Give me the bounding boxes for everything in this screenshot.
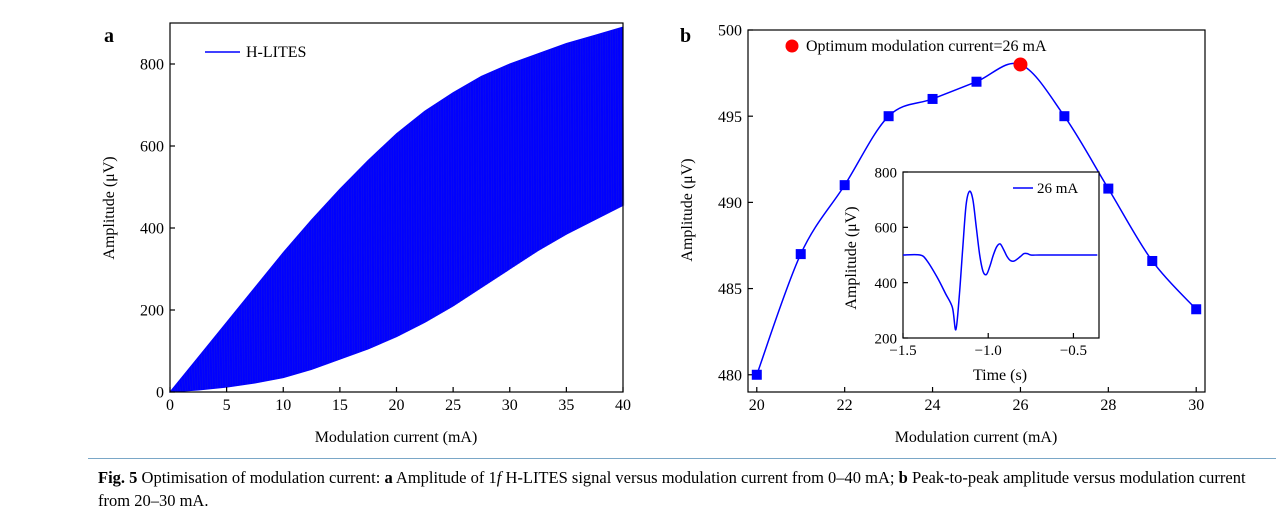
y-tick-label: 200 xyxy=(140,303,164,320)
panel-b-inset-chart: −1.5 −1.0 −0.5 200 400 600 800 Time (s) Ampli… xyxy=(843,165,1100,384)
caption-text-2: Amplitude of 1 xyxy=(392,468,497,487)
x-tick-label: 5 xyxy=(223,397,231,414)
panel-a-chart: 0 5 10 15 20 25 30 35 40 0 200 400 600 800 a Modulat… xyxy=(101,22,631,446)
data-point-square xyxy=(1191,304,1202,315)
panel-b-plot-area xyxy=(751,57,1202,380)
panel-a-y-axis-label: Amplitude (μV) xyxy=(101,156,118,259)
x-tick-label: −1.5 xyxy=(889,343,916,359)
panel-a-x-ticks: 0 5 10 15 20 25 30 35 40 xyxy=(166,387,631,414)
caption-text-1: Optimisation of modulation current: xyxy=(137,468,385,487)
x-tick-label: 25 xyxy=(445,397,461,414)
x-tick-label: 30 xyxy=(502,397,518,414)
data-point-square xyxy=(839,180,850,191)
inset-plot-area xyxy=(902,190,1098,331)
panel-a-plot-area xyxy=(168,26,625,393)
x-tick-label: 28 xyxy=(1100,397,1116,414)
panel-b-chart: 20 22 24 26 28 30 480 485 490 495 500 b Modulatio… xyxy=(679,23,1206,446)
caption-box xyxy=(88,458,1276,517)
panel-b-y-axis-label: Amplitude (μV) xyxy=(679,158,696,261)
x-tick-label: 10 xyxy=(275,397,291,414)
data-point-square xyxy=(1147,255,1158,266)
panel-b-legend-marker xyxy=(785,39,799,53)
inset-y-ticks: 200 400 600 800 xyxy=(875,165,908,347)
panel-b-x-axis-label: Modulation current (mA) xyxy=(895,429,1058,446)
inset-x-axis-label: Time (s) xyxy=(973,367,1027,384)
x-tick-label: 35 xyxy=(558,397,574,414)
panel-b-legend-label: Optimum modulation current=26 mA xyxy=(806,38,1047,55)
data-point-square xyxy=(751,369,762,380)
optimum-point xyxy=(1013,57,1028,72)
inset-legend-label: 26 mA xyxy=(1037,181,1078,197)
caption-text-3: H-LITES signal versus modulation current… xyxy=(501,468,899,487)
x-tick-label: 26 xyxy=(1012,397,1028,414)
y-tick-label: 400 xyxy=(875,276,898,292)
caption-label-b: b xyxy=(898,468,908,487)
panel-b-label: b xyxy=(680,25,691,47)
x-tick-label: 22 xyxy=(837,397,853,414)
panel-b-y-ticks: 480 485 490 495 500 xyxy=(718,23,753,384)
panel-b-x-ticks: 20 22 24 26 28 30 xyxy=(749,387,1204,414)
panel-a-x-axis-label: Modulation current (mA) xyxy=(315,429,478,446)
inset-y-axis-label: Amplitude (μV) xyxy=(843,206,860,309)
h-lites-oscillation xyxy=(171,27,625,393)
data-point-square xyxy=(1059,111,1070,122)
y-tick-label: 490 xyxy=(718,195,742,212)
y-tick-label: 200 xyxy=(875,331,898,347)
panel-b-frame xyxy=(747,29,1206,393)
caption-text-4: Peak-to-peak amplitude versus modulation… xyxy=(98,468,1246,510)
y-tick-label: 600 xyxy=(875,221,898,237)
data-point-square xyxy=(795,249,806,260)
panel-a-legend-label: H-LITES xyxy=(246,44,306,61)
data-point-square xyxy=(927,93,938,104)
x-tick-label: 0 xyxy=(166,397,174,414)
panel-a-label: a xyxy=(104,25,114,47)
data-point-square xyxy=(1103,183,1114,194)
y-tick-label: 400 xyxy=(140,221,164,238)
y-tick-label: 800 xyxy=(875,165,898,181)
y-tick-label: 495 xyxy=(718,109,742,126)
y-tick-label: 800 xyxy=(140,57,164,74)
caption-figure-label: Fig. 5 xyxy=(98,468,138,487)
y-tick-label: 480 xyxy=(718,367,742,384)
x-tick-label: 20 xyxy=(749,397,765,414)
figure-caption: Fig. 5 Optimisation of modulation curren… xyxy=(98,466,1274,512)
x-tick-label: 40 xyxy=(615,397,631,414)
x-tick-label: 30 xyxy=(1188,397,1204,414)
data-point-square xyxy=(883,111,894,122)
x-tick-label: 20 xyxy=(389,397,405,414)
caption-italic-f: f xyxy=(496,468,502,487)
inset-x-ticks: −1.5 −1.0 −0.5 xyxy=(889,333,1087,359)
y-tick-label: 600 xyxy=(140,139,164,156)
y-tick-label: 500 xyxy=(718,23,742,40)
y-tick-label: 0 xyxy=(156,385,164,402)
data-point-square xyxy=(971,76,982,87)
x-tick-label: 24 xyxy=(925,397,941,414)
panel-a-y-ticks: 0 200 400 600 800 xyxy=(140,57,175,402)
y-tick-label: 485 xyxy=(718,281,742,298)
figure: 0 5 10 15 20 25 30 35 40 0 200 400 600 800 a Modulat… xyxy=(101,22,1206,446)
x-tick-label: −0.5 xyxy=(1060,343,1087,359)
inset-waveform-line xyxy=(902,190,1098,331)
caption-label-a: a xyxy=(384,468,393,487)
x-tick-label: 15 xyxy=(332,397,348,414)
x-tick-label: −1.0 xyxy=(975,343,1002,359)
